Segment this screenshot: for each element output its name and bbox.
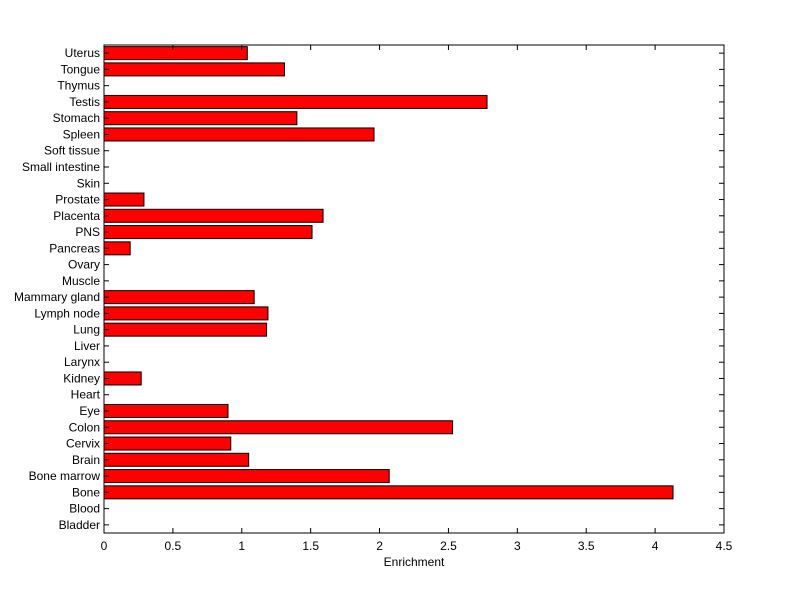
y-tick-label: Ovary bbox=[68, 258, 100, 272]
y-tick-label: Prostate bbox=[55, 193, 100, 207]
bar-brain bbox=[103, 452, 250, 467]
x-tick-label: 0.5 bbox=[165, 539, 182, 553]
y-tick-label: Larynx bbox=[64, 355, 100, 369]
bar-cervix bbox=[103, 436, 232, 451]
y-tick-label: Colon bbox=[69, 420, 100, 434]
y-tick-label: Thymus bbox=[57, 79, 100, 93]
bars-group bbox=[103, 46, 674, 500]
y-tick-label: Liver bbox=[74, 339, 100, 353]
y-axis: Bladder Blood Bone Bone marrow Brain Cervix Co… bbox=[14, 46, 724, 532]
x-tick-label: 3 bbox=[514, 539, 521, 553]
bar-kidney bbox=[103, 371, 142, 386]
y-tick-label: Soft tissue bbox=[44, 144, 100, 158]
y-tick-label: Mammary gland bbox=[14, 290, 100, 304]
y-tick-label: Placenta bbox=[53, 209, 100, 223]
bar-colon bbox=[103, 420, 454, 435]
x-tick-label: 0 bbox=[101, 539, 108, 553]
x-tick-label: 1.5 bbox=[302, 539, 319, 553]
y-tick-label: Bone marrow bbox=[29, 469, 101, 483]
y-tick-label: Muscle bbox=[62, 274, 100, 288]
bar-testis bbox=[103, 94, 488, 109]
bar-stomach bbox=[103, 111, 298, 126]
y-tick-label: Lung bbox=[73, 323, 100, 337]
bar-mammary-gland bbox=[103, 290, 255, 305]
x-tick-label: 2.5 bbox=[440, 539, 457, 553]
y-tick-label: Skin bbox=[77, 176, 100, 190]
y-tick-label: Testis bbox=[69, 95, 100, 109]
y-tick-label: Small intestine bbox=[22, 160, 100, 174]
bar-prostate bbox=[103, 192, 145, 207]
y-tick-label: Blood bbox=[69, 502, 100, 516]
y-tick-label: Eye bbox=[79, 404, 100, 418]
y-tick-label: Bone bbox=[72, 485, 100, 499]
y-tick-label: Uterus bbox=[65, 46, 100, 60]
bar-lymph-node bbox=[103, 306, 269, 321]
bar-bone-marrow bbox=[103, 469, 390, 484]
x-tick-label: 2 bbox=[376, 539, 383, 553]
x-tick-label: 1 bbox=[238, 539, 245, 553]
bar-lung bbox=[103, 322, 268, 337]
y-tick-label: Heart bbox=[71, 388, 101, 402]
y-tick-label: Lymph node bbox=[34, 306, 100, 320]
y-tick-label: Cervix bbox=[66, 437, 100, 451]
bar-placenta bbox=[103, 208, 324, 223]
bar-spleen bbox=[103, 127, 375, 142]
plot-frame bbox=[103, 44, 725, 534]
bar-tongue bbox=[103, 62, 285, 77]
y-tick-label: Kidney bbox=[63, 371, 100, 385]
y-tick-label: Bladder bbox=[59, 518, 100, 532]
y-tick-label: Stomach bbox=[53, 111, 100, 125]
bar-bone bbox=[103, 485, 674, 500]
x-axis-title: Enrichment bbox=[384, 555, 445, 569]
bar-pns bbox=[103, 225, 313, 240]
y-tick-label: PNS bbox=[75, 225, 100, 239]
y-tick-label: Brain bbox=[72, 453, 100, 467]
bar-uterus bbox=[103, 46, 248, 61]
y-tick-label: Pancreas bbox=[49, 241, 100, 255]
x-tick-label: 4 bbox=[652, 539, 659, 553]
y-tick-label: Tongue bbox=[61, 62, 101, 76]
x-axis: 0 0.5 1 1.5 2 2.5 3 3.5 4 4.5 bbox=[101, 45, 733, 553]
x-tick-label: 3.5 bbox=[578, 539, 595, 553]
bar-eye bbox=[103, 403, 229, 418]
x-tick-label: 4.5 bbox=[716, 539, 733, 553]
y-tick-label: Spleen bbox=[63, 127, 100, 141]
